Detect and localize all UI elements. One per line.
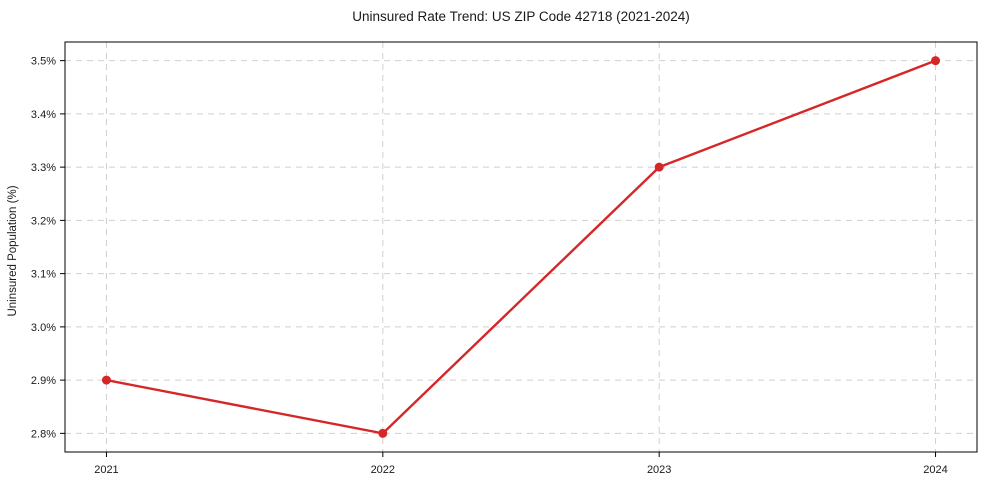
y-tick-label: 3.5% [31, 56, 56, 68]
y-tick-label: 3.0% [31, 322, 56, 334]
data-point-marker [378, 428, 388, 438]
data-point-marker [101, 375, 111, 385]
data-point-marker [654, 162, 664, 172]
x-tick-label: 2024 [923, 464, 947, 476]
chart-title: Uninsured Rate Trend: US ZIP Code 42718 … [352, 9, 689, 24]
tick-labels: 2.8% 2.9% 3.0% 3.1% 3.2% 3.3% 3.4% 3.5% 2021 2022… [31, 56, 948, 476]
y-tick-label: 3.3% [31, 162, 56, 174]
trend-line [105, 59, 937, 435]
y-tick-label: 3.2% [31, 215, 56, 227]
x-tick-label: 2022 [371, 464, 395, 476]
trend-line-series [101, 56, 941, 438]
data-point-marker [931, 56, 941, 66]
y-tick-label: 2.8% [31, 428, 56, 440]
gridlines [65, 42, 977, 452]
y-axis-label: Uninsured Population (%) [7, 185, 19, 316]
plot-border [64, 41, 978, 453]
y-tick-label: 3.1% [31, 269, 56, 281]
y-tick-label: 3.4% [31, 109, 56, 121]
x-tick-label: 2021 [94, 464, 118, 476]
x-tick-label: 2023 [647, 464, 671, 476]
y-tick-label: 2.9% [31, 375, 56, 387]
axis-ticks [60, 60, 937, 457]
